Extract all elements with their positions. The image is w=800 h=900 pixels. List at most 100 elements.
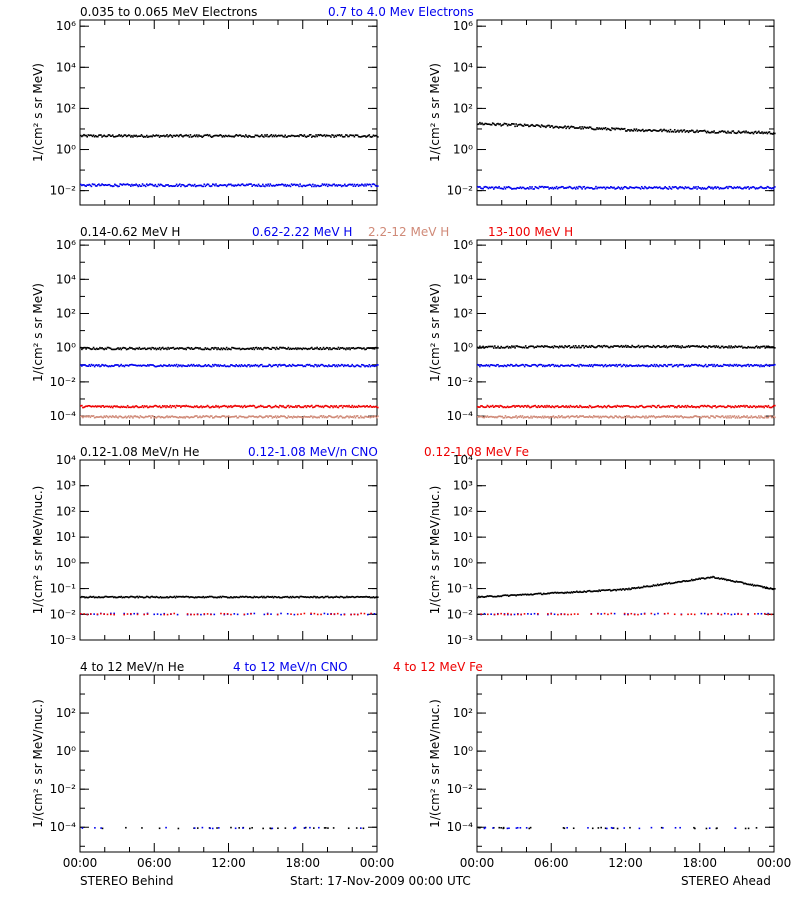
data-point: [565, 345, 567, 348]
data-point: [326, 347, 329, 349]
data-point: [631, 416, 633, 419]
data-point: [183, 184, 185, 187]
data-point: [752, 346, 755, 349]
data-point: [81, 365, 83, 367]
data-point: [685, 580, 688, 582]
data-point: [718, 365, 721, 367]
data-point: [270, 365, 273, 368]
data-point: [614, 365, 616, 367]
data-point: [479, 365, 481, 368]
data-point: [765, 405, 768, 407]
data-point: [697, 405, 699, 408]
data-point: [224, 365, 227, 368]
data-point: [214, 134, 216, 137]
data-point: [265, 415, 267, 417]
data-point: [277, 827, 279, 830]
data-point: [234, 404, 236, 407]
data-point: [300, 364, 302, 367]
data-point: [208, 416, 211, 419]
data-point: [594, 346, 596, 349]
data-point: [683, 365, 686, 368]
data-point: [250, 347, 252, 350]
data-point: [717, 405, 720, 408]
data-point: [116, 416, 118, 418]
data-point: [561, 185, 563, 188]
data-point: [623, 405, 626, 407]
data-point: [523, 613, 526, 615]
data-point: [171, 136, 174, 138]
data-point: [748, 365, 751, 368]
data-point: [580, 186, 582, 189]
data-point: [192, 185, 195, 187]
data-point: [499, 415, 501, 418]
data-point: [240, 415, 243, 418]
data-point: [683, 187, 686, 190]
data-point: [233, 596, 235, 598]
data-point: [143, 416, 146, 419]
data-point: [593, 590, 595, 592]
data-point: [271, 406, 274, 409]
data-point: [146, 405, 148, 407]
data-point: [216, 827, 218, 829]
data-point: [254, 134, 257, 137]
data-point: [498, 406, 500, 409]
data-point: [606, 364, 609, 367]
data-point: [677, 365, 679, 368]
data-point: [361, 183, 363, 186]
data-point: [774, 587, 776, 590]
data-point: [126, 348, 129, 350]
data-point: [377, 415, 379, 418]
data-point: [695, 130, 697, 133]
data-point: [676, 187, 678, 189]
data-point: [325, 595, 328, 598]
data-point: [311, 185, 313, 188]
data-point: [534, 186, 537, 188]
y-axis-label: 1/(cm² s sr MeV/nuc.): [31, 699, 45, 828]
data-point: [721, 578, 724, 580]
data-point: [355, 827, 358, 829]
data-point: [609, 187, 611, 189]
data-point: [260, 595, 263, 598]
data-point: [113, 596, 115, 599]
data-point: [141, 347, 144, 350]
data-point: [696, 188, 698, 190]
data-point: [550, 187, 553, 190]
data-point: [247, 184, 249, 186]
data-point: [219, 184, 222, 186]
data-point: [689, 187, 692, 190]
data-point: [368, 405, 371, 408]
data-point: [156, 185, 159, 188]
data-point: [694, 415, 696, 417]
data-point: [141, 364, 144, 367]
data-point: [344, 183, 346, 186]
data-point: [312, 348, 314, 350]
data-point: [764, 405, 767, 407]
data-point: [334, 134, 337, 137]
data-point: [274, 415, 277, 417]
data-point: [363, 135, 365, 137]
data-point: [599, 415, 602, 418]
data-point: [110, 612, 112, 615]
data-point: [677, 405, 679, 408]
data-point: [712, 345, 714, 348]
data-point: [738, 131, 741, 134]
data-point: [727, 578, 729, 581]
data-point: [617, 127, 620, 130]
data-point: [246, 365, 248, 368]
data-point: [636, 130, 639, 132]
data-point: [172, 134, 175, 137]
data-point: [295, 596, 297, 598]
data-point: [582, 591, 584, 593]
data-point: [728, 416, 730, 419]
data-point: [682, 346, 685, 349]
data-point: [687, 364, 690, 367]
data-point: [645, 585, 647, 588]
data-point: [656, 583, 659, 586]
data-point: [527, 415, 529, 418]
data-point: [603, 344, 606, 347]
data-point: [265, 347, 267, 350]
data-point: [667, 416, 670, 418]
data-point: [657, 415, 660, 418]
data-point: [140, 416, 143, 418]
data-point: [159, 183, 162, 186]
